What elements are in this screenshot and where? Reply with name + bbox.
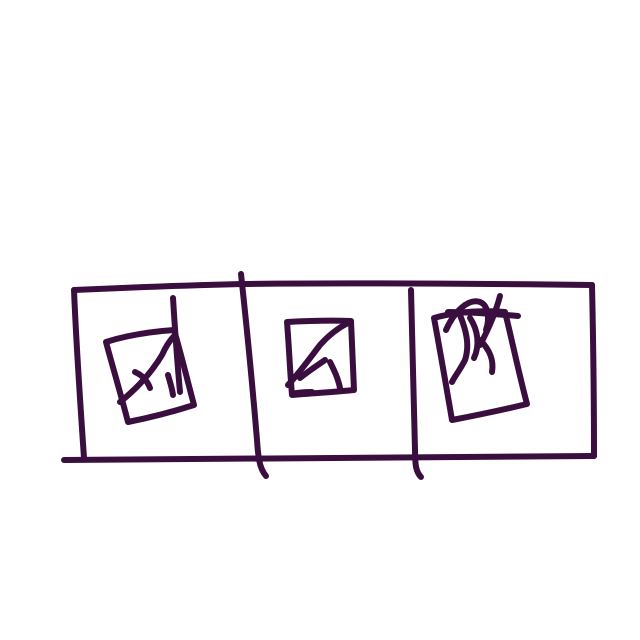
panel-3 bbox=[431, 293, 530, 423]
panel-dividers bbox=[238, 271, 424, 480]
image-icon bbox=[284, 317, 357, 398]
panel-1 bbox=[103, 295, 197, 425]
image-icon bbox=[431, 293, 530, 423]
strip-frame bbox=[61, 280, 597, 463]
image-icon bbox=[103, 295, 197, 425]
panel-2 bbox=[284, 317, 357, 398]
